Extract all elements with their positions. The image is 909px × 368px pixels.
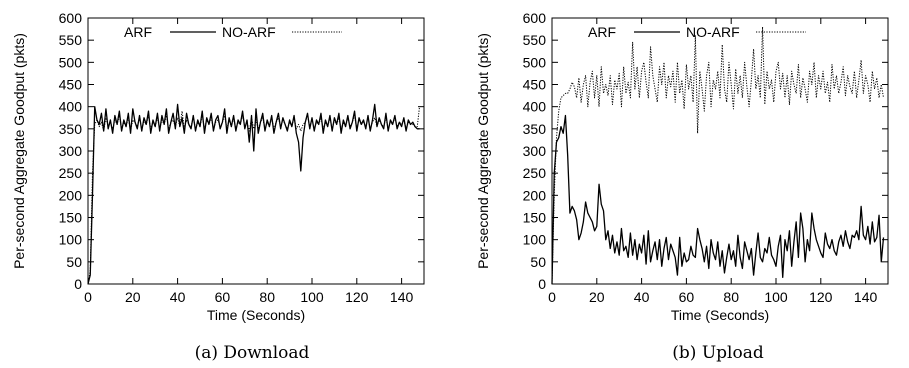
x-tick-label: 120 [809,289,833,305]
x-tick-label: 60 [215,289,231,305]
legend: ARF NO-ARF [124,24,342,40]
y-tick-label: 550 [59,32,83,48]
y-tick-label: 550 [523,32,547,48]
figure-caption: (a) Download [195,343,310,363]
y-axis-label: Per-second Aggregate Goodput (pkts) [11,33,27,269]
x-tick-label: 100 [300,289,324,305]
y-tick-label: 600 [59,10,83,26]
chart-download: 0 50 100 150 200 250 300 350 400 450 500 550 600 0 20 4… [11,10,425,363]
plot-frame [87,17,425,285]
y-tick-label: 150 [523,210,547,226]
x-tick-label: 20 [125,289,141,305]
y-tick-label: 600 [523,10,547,26]
x-tick-label: 40 [170,289,186,305]
x-axis-label: Time (Seconds) [207,307,305,323]
y-tick-label: 50 [66,254,82,270]
y-tick-label: 100 [59,232,83,248]
legend-label-arf: ARF [124,24,152,40]
y-tick-label: 200 [523,187,547,203]
y-tick-label: 0 [74,276,82,292]
y-tick-label: 250 [523,165,547,181]
x-tick-label: 0 [548,289,556,305]
x-tick-label: 0 [84,289,92,305]
chart-upload: 0 50 100 150 200 250 300 350 400 450 500 550 600 0 20 4… [475,10,889,363]
x-axis-label: Time (Seconds) [671,307,769,323]
x-tick-label: 140 [854,289,878,305]
y-tick-label: 450 [59,77,83,93]
x-tick-label: 40 [634,289,650,305]
x-tick-label: 140 [390,289,414,305]
legend: ARF NO-ARF [588,24,806,40]
x-tick-label: 20 [589,289,605,305]
x-tick-label: 80 [723,289,739,305]
legend-label-no-arf: NO-ARF [686,24,740,40]
y-tick-label: 350 [59,121,83,137]
series-line-arf [551,114,885,285]
y-tick-label: 400 [523,99,547,115]
legend-label-arf: ARF [588,24,616,40]
series-line-no-arf [551,26,885,285]
figure-caption: (b) Upload [672,343,764,363]
y-tick-label: 500 [523,54,547,70]
x-tick-label: 100 [764,289,788,305]
y-tick-label: 150 [59,210,83,226]
y-tick-label: 100 [523,232,547,248]
y-tick-label: 0 [538,276,546,292]
y-axis-label: Per-second Aggregate Goodput (pkts) [475,33,491,269]
y-tick-label: 300 [59,143,83,159]
y-tick-label: 450 [523,77,547,93]
series-line-no-arf [87,106,421,285]
x-tick-label: 120 [345,289,369,305]
plot-frame [551,17,889,285]
y-tick-label: 500 [59,54,83,70]
y-tick-label: 400 [59,99,83,115]
y-tick-label: 50 [530,254,546,270]
y-tick-label: 300 [523,143,547,159]
legend-label-no-arf: NO-ARF [222,24,276,40]
y-tick-label: 250 [59,165,83,181]
y-tick-label: 200 [59,187,83,203]
x-tick-label: 60 [679,289,695,305]
x-tick-label: 80 [259,289,275,305]
y-tick-label: 350 [523,121,547,137]
series-line-arf [87,103,420,285]
